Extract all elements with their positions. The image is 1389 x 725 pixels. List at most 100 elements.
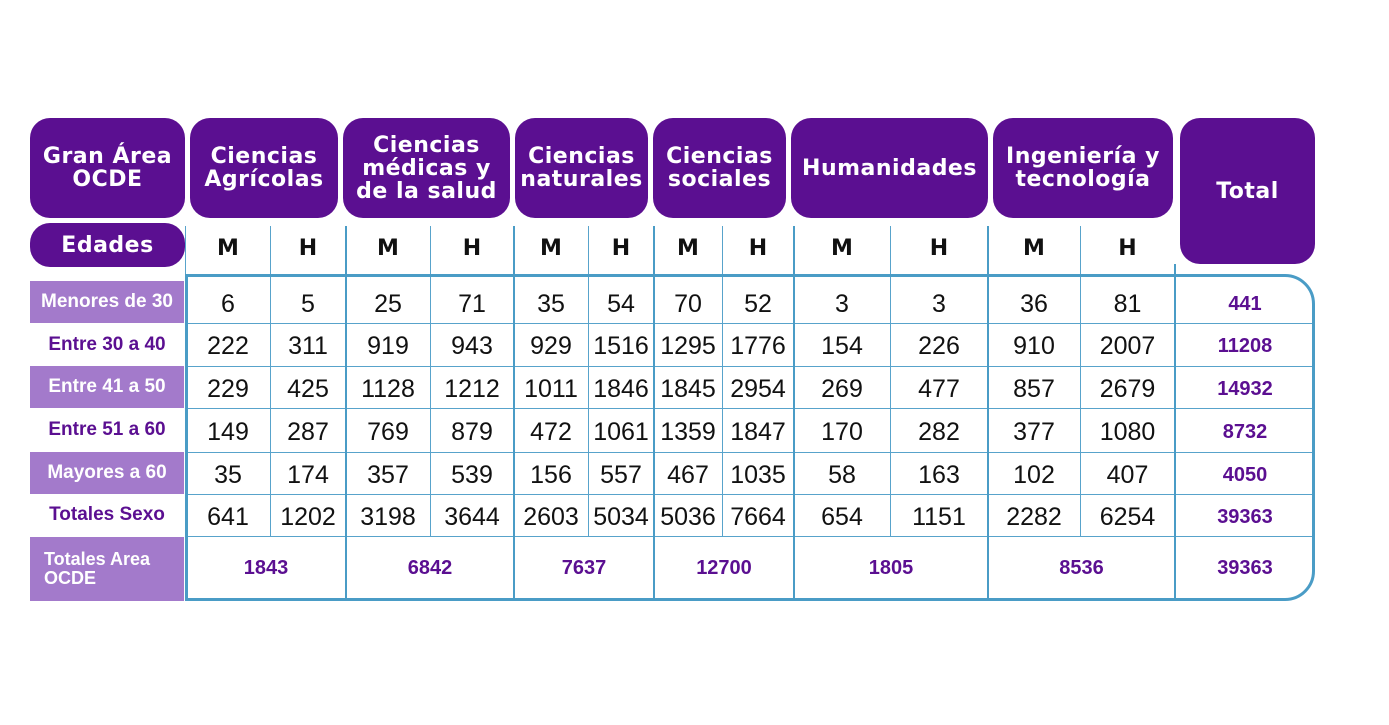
table-cell: 35 — [537, 289, 565, 318]
table-cell: 1128 — [361, 374, 415, 403]
table-cell: 3 — [835, 289, 849, 318]
table-cell: 2679 — [1099, 374, 1156, 403]
table-cell: 943 — [451, 332, 493, 360]
table-cell: 919 — [367, 332, 409, 360]
row-total: 11208 — [1217, 335, 1273, 357]
row-total: 39363 — [1217, 505, 1273, 528]
table-cell: 477 — [918, 374, 960, 403]
table-cell: 2282 — [1006, 502, 1062, 531]
table-cell: 654 — [821, 502, 863, 531]
table-cell: 36 — [1020, 289, 1048, 318]
row-label-mayores-60: Mayores a 60 — [30, 452, 184, 494]
sex-header-m: M — [540, 235, 562, 261]
table-cell: 54 — [607, 289, 635, 318]
sex-header-m: M — [1023, 235, 1045, 261]
table-cell: 1846 — [593, 374, 649, 403]
area-total-sociales: 12700 — [696, 556, 752, 579]
table-cell: 174 — [287, 460, 329, 489]
header-area-medicas: Ciencias médicas y de la salud — [343, 118, 510, 218]
table-cell: 226 — [918, 332, 960, 360]
table-cell: 1295 — [660, 332, 716, 360]
table-cell: 1212 — [444, 374, 500, 403]
table-cell: 1847 — [730, 417, 786, 446]
sex-header-m: M — [217, 235, 239, 261]
sex-header-m: M — [377, 235, 399, 261]
row-label-totales-area: Totales Area OCDE — [30, 537, 184, 601]
row-total: 14932 — [1217, 377, 1273, 400]
table-cell: 5034 — [593, 502, 649, 531]
table-cell: 357 — [367, 460, 409, 489]
table-cell: 472 — [530, 417, 572, 446]
table-cell: 58 — [828, 460, 856, 489]
table-cell: 6254 — [1099, 502, 1156, 531]
area-total-ingenieria: 8536 — [1059, 556, 1104, 579]
table-cell: 1011 — [524, 374, 578, 403]
area-total-medicas: 6842 — [407, 556, 453, 579]
table-cell: 35 — [214, 460, 242, 489]
table-cell: 1776 — [730, 332, 786, 360]
table-cell: 3198 — [360, 502, 416, 531]
table-cell: 287 — [287, 417, 329, 446]
table-cell: 467 — [667, 460, 709, 489]
table-cell: 156 — [530, 460, 572, 489]
table-cell: 154 — [821, 332, 863, 360]
row-total: 441 — [1228, 292, 1262, 315]
header-edades: Edades — [30, 223, 185, 267]
table-cell: 222 — [207, 332, 249, 360]
table-cell: 1151 — [912, 502, 966, 531]
table-cell: 81 — [1113, 289, 1142, 318]
table-cell: 1845 — [660, 374, 716, 403]
table-cell: 769 — [367, 417, 409, 446]
sex-header-m: M — [831, 235, 853, 261]
row-total: 8732 — [1222, 420, 1268, 443]
table-cell: 929 — [530, 332, 572, 360]
table-cell: 311 — [288, 332, 328, 360]
area-total-humanidades: 1805 — [868, 556, 914, 579]
sex-header-m: M — [677, 235, 699, 261]
table-cell: 282 — [918, 417, 960, 446]
header-area-naturales: Ciencias naturales — [515, 118, 648, 218]
table-cell: 377 — [1013, 417, 1055, 446]
table-cell: 1202 — [280, 502, 336, 531]
row-label-51-60: Entre 51 a 60 — [30, 408, 184, 452]
row-label-totales-sexo: Totales Sexo — [30, 494, 184, 536]
table-cell: 7664 — [730, 502, 786, 531]
table-cell: 2007 — [1099, 332, 1156, 360]
table-cell: 425 — [287, 374, 329, 403]
table-cell: 3 — [932, 289, 946, 318]
row-label-menores-30: Menores de 30 — [30, 281, 184, 323]
table-cell: 229 — [207, 374, 249, 403]
table-cell: 2603 — [523, 502, 579, 531]
table-cell: 71 — [458, 289, 486, 318]
table-cell: 6 — [221, 289, 235, 318]
table-cell: 5 — [301, 289, 315, 318]
table-cell: 5036 — [660, 502, 716, 531]
sex-header-h: H — [748, 235, 768, 261]
table-cell: 879 — [451, 417, 493, 446]
table-cell: 3644 — [444, 502, 500, 531]
table-cell: 857 — [1013, 374, 1055, 403]
area-total-naturales: 7637 — [561, 556, 607, 579]
table-cell: 1359 — [660, 417, 716, 446]
row-label-41-50: Entre 41 a 50 — [30, 366, 184, 408]
sex-header-h: H — [929, 235, 949, 261]
sex-header-h: H — [298, 235, 318, 261]
header-area-humanidades: Humanidades — [791, 118, 988, 218]
table-cell: 407 — [1106, 460, 1149, 489]
grand-total: 39363 — [1217, 556, 1273, 579]
header-area-agricolas: Ciencias Agrícolas — [190, 118, 338, 218]
area-total-agricolas: 1843 — [243, 556, 289, 579]
table-cell: 102 — [1013, 460, 1055, 489]
table-cell: 269 — [821, 374, 863, 403]
row-label-30-40: Entre 30 a 40 — [30, 323, 184, 366]
table-cell: 1035 — [730, 460, 786, 489]
table-cell: 25 — [374, 289, 402, 318]
table-cell: 163 — [918, 460, 960, 489]
table-cell: 539 — [451, 460, 493, 489]
table-cell: 170 — [821, 417, 863, 446]
table-cell: 641 — [207, 502, 249, 531]
table-cell: 910 — [1013, 332, 1055, 360]
table-cell: 2954 — [730, 374, 786, 403]
table-cell: 52 — [744, 289, 772, 318]
table-cell: 149 — [207, 417, 249, 446]
